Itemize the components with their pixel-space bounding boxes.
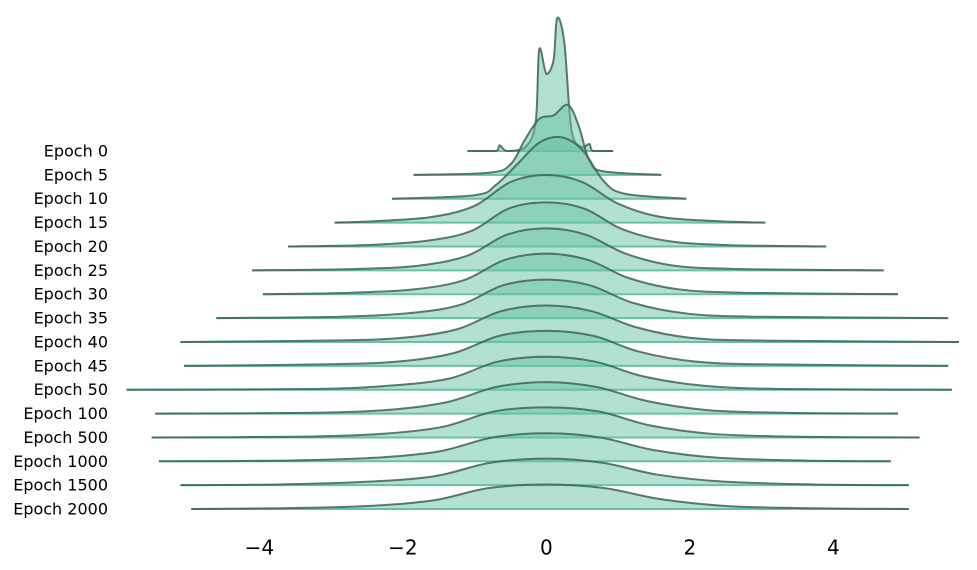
row-label: Epoch 1500 — [13, 476, 108, 495]
x-tick-label: −4 — [245, 536, 274, 560]
ridge-line — [158, 432, 891, 463]
x-tick-label: 2 — [684, 536, 697, 560]
ridge-area — [262, 253, 899, 295]
x-tick-label: −2 — [388, 536, 417, 560]
ridge-line — [155, 381, 899, 415]
row-label: Epoch 45 — [34, 356, 108, 375]
ridge-area — [155, 382, 899, 414]
row-label: Epoch 40 — [34, 332, 108, 351]
row-label: Epoch 10 — [34, 189, 108, 208]
ridge-line — [216, 278, 949, 320]
row-label: Epoch 100 — [23, 404, 108, 423]
row-label: Epoch 50 — [34, 380, 108, 399]
ridge-line — [334, 174, 766, 224]
ridge-line — [126, 355, 952, 391]
ridge-line — [191, 483, 909, 511]
ridge-area — [158, 433, 891, 462]
row-label: Epoch 5 — [44, 165, 108, 184]
row-label: Epoch 35 — [34, 309, 108, 328]
ridge-area — [252, 228, 884, 271]
ridge-area — [216, 279, 949, 319]
ridge-line — [183, 329, 949, 367]
ridge-line — [252, 227, 884, 272]
row-label: Epoch 25 — [34, 261, 108, 280]
ridge-area — [126, 356, 952, 390]
ridge-line — [151, 406, 920, 439]
row-label: Epoch 20 — [34, 237, 108, 256]
x-tick-label: 0 — [540, 536, 553, 560]
row-label: Epoch 1000 — [13, 452, 108, 471]
ridge-line — [262, 252, 899, 296]
ridge-area — [467, 17, 614, 151]
ridge-area — [191, 484, 909, 510]
ridge-line — [180, 304, 960, 343]
ridge-area — [180, 305, 960, 342]
row-label: Epoch 2000 — [13, 500, 108, 519]
row-label: Epoch 15 — [34, 213, 108, 232]
row-label: Epoch 30 — [34, 285, 108, 304]
ridge-line — [392, 135, 687, 200]
row-label: Epoch 500 — [23, 428, 108, 447]
ridge-line — [288, 201, 827, 248]
row-label: Epoch 0 — [44, 142, 108, 161]
x-tick-label: 4 — [827, 536, 840, 560]
ridge-line — [180, 457, 909, 487]
ridge-area — [151, 407, 920, 438]
ridge-area — [413, 104, 662, 175]
ridge-area — [392, 136, 687, 199]
ridge-area — [183, 330, 949, 366]
ridge-area — [288, 202, 827, 247]
ridge-area — [334, 175, 766, 223]
ridge-line — [467, 16, 614, 153]
ridge-area — [180, 458, 909, 486]
